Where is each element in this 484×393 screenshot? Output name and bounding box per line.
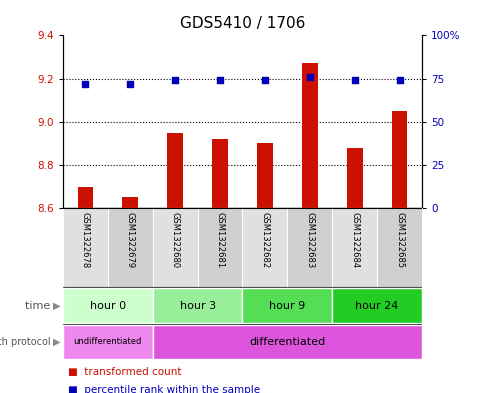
Bar xyxy=(167,132,182,208)
Text: GSM1322683: GSM1322683 xyxy=(304,212,314,268)
Text: GSM1322680: GSM1322680 xyxy=(170,212,180,268)
Text: ■  percentile rank within the sample: ■ percentile rank within the sample xyxy=(68,385,259,393)
Bar xyxy=(152,325,421,359)
Bar xyxy=(63,208,107,287)
Bar xyxy=(302,63,317,208)
Text: GSM1322678: GSM1322678 xyxy=(81,212,90,268)
Text: growth protocol: growth protocol xyxy=(0,337,53,347)
Bar xyxy=(287,208,332,287)
Point xyxy=(81,81,89,87)
Bar xyxy=(332,288,421,323)
Bar xyxy=(242,288,332,323)
Text: GSM1322685: GSM1322685 xyxy=(394,212,403,268)
Text: GSM1322684: GSM1322684 xyxy=(349,212,359,268)
Text: time: time xyxy=(25,301,53,310)
Text: GSM1322681: GSM1322681 xyxy=(215,212,224,268)
Bar xyxy=(77,187,93,208)
Bar xyxy=(212,139,227,208)
Text: hour 3: hour 3 xyxy=(179,301,215,310)
Text: GDS5410 / 1706: GDS5410 / 1706 xyxy=(180,16,304,31)
Text: undifferentiated: undifferentiated xyxy=(74,338,142,346)
Bar xyxy=(63,325,152,359)
Bar xyxy=(63,288,152,323)
Bar xyxy=(197,208,242,287)
Text: hour 9: hour 9 xyxy=(269,301,305,310)
Bar xyxy=(346,148,362,208)
Text: ■  transformed count: ■ transformed count xyxy=(68,367,181,377)
Point xyxy=(216,77,224,83)
Text: hour 24: hour 24 xyxy=(355,301,398,310)
Text: ▶: ▶ xyxy=(53,301,60,310)
Bar xyxy=(152,208,197,287)
Bar xyxy=(257,143,272,208)
Text: ▶: ▶ xyxy=(53,337,60,347)
Text: GSM1322679: GSM1322679 xyxy=(125,212,135,268)
Bar xyxy=(376,208,421,287)
Bar xyxy=(332,208,376,287)
Text: differentiated: differentiated xyxy=(249,337,325,347)
Point xyxy=(350,77,358,83)
Point xyxy=(171,77,179,83)
Point xyxy=(126,81,134,87)
Bar xyxy=(152,288,242,323)
Text: hour 0: hour 0 xyxy=(90,301,126,310)
Bar xyxy=(242,208,287,287)
Point xyxy=(395,77,403,83)
Bar xyxy=(391,111,407,208)
Point xyxy=(305,74,313,80)
Bar xyxy=(122,197,138,208)
Text: GSM1322682: GSM1322682 xyxy=(260,212,269,268)
Point xyxy=(260,77,268,83)
Bar xyxy=(107,208,152,287)
